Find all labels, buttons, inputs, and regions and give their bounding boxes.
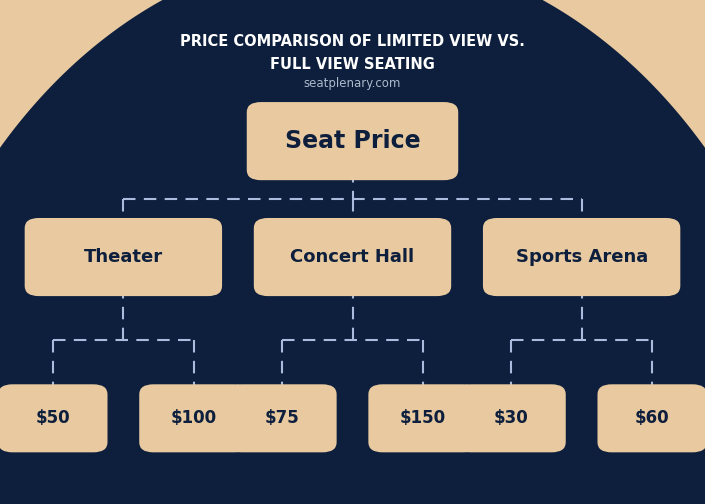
FancyBboxPatch shape xyxy=(25,218,222,296)
FancyBboxPatch shape xyxy=(368,384,478,453)
Text: PRICE COMPARISON OF LIMITED VIEW VS.: PRICE COMPARISON OF LIMITED VIEW VS. xyxy=(180,34,525,49)
FancyBboxPatch shape xyxy=(483,218,680,296)
Text: $60: $60 xyxy=(634,409,670,427)
FancyBboxPatch shape xyxy=(140,384,249,453)
FancyBboxPatch shape xyxy=(457,384,566,453)
FancyBboxPatch shape xyxy=(228,384,337,453)
FancyBboxPatch shape xyxy=(247,102,458,180)
Text: $75: $75 xyxy=(264,409,300,427)
Text: $50: $50 xyxy=(35,409,70,427)
Text: Concert Hall: Concert Hall xyxy=(290,248,415,266)
Text: Sports Arena: Sports Arena xyxy=(515,248,648,266)
Text: seatplenary.com: seatplenary.com xyxy=(304,77,401,90)
Text: $30: $30 xyxy=(493,409,529,427)
FancyBboxPatch shape xyxy=(254,218,451,296)
Text: Theater: Theater xyxy=(84,248,163,266)
FancyBboxPatch shape xyxy=(0,384,107,453)
Text: $150: $150 xyxy=(400,409,446,427)
Text: Seat Price: Seat Price xyxy=(285,129,420,153)
Text: $100: $100 xyxy=(171,409,217,427)
Text: FULL VIEW SEATING: FULL VIEW SEATING xyxy=(270,56,435,72)
FancyBboxPatch shape xyxy=(598,384,705,453)
